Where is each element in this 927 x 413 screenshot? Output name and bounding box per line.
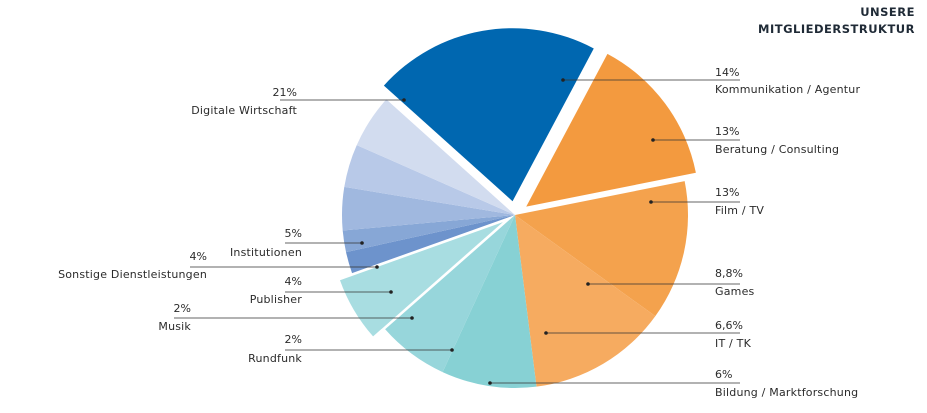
slice-category-label-11: Digitale Wirtschaft (191, 104, 297, 117)
leader-dot-6 (450, 348, 454, 352)
slice-category-label-5: Bildung / Marktforschung (715, 386, 858, 399)
leader-dot-9 (375, 265, 379, 269)
pie-slice-11 (383, 28, 594, 202)
pie-slices (339, 28, 696, 388)
leader-dot-11 (402, 98, 406, 102)
slice-labels: 14% Kommunikation / Agentur 13% Beratung / … (58, 66, 860, 399)
leader-lines (174, 78, 740, 385)
slice-category-label-7: Musik (158, 320, 191, 333)
pie-slice-1 (515, 181, 688, 317)
pie-slice-3 (442, 215, 537, 388)
pie-slice-5 (339, 222, 503, 337)
pie-slice-9 (344, 145, 515, 215)
pie-slice-2 (515, 215, 656, 387)
leader-dot-8 (389, 290, 393, 294)
slice-value-label-4: 6,6% (715, 319, 743, 332)
slice-category-label-1: Beratung / Consulting (715, 143, 839, 156)
leader-dot-7 (410, 316, 414, 320)
pie-slice-4 (385, 215, 515, 373)
slice-value-label-9: 4% (190, 250, 207, 263)
pie-slice-7 (342, 215, 515, 253)
leader-dot-4 (544, 331, 548, 335)
leader-dot-2 (649, 200, 653, 204)
leader-dot-3 (586, 282, 590, 286)
slice-category-label-6: Rundfunk (248, 352, 302, 365)
slice-category-label-10: Institutionen (230, 246, 302, 259)
slice-value-label-10: 5% (285, 227, 302, 240)
slice-value-label-3: 8,8% (715, 267, 743, 280)
slice-category-label-9: Sonstige Dienstleistungen (58, 268, 207, 281)
slice-value-label-2: 13% (715, 186, 739, 199)
leader-dot-10 (360, 241, 364, 245)
slice-category-label-4: IT / TK (715, 337, 752, 350)
slice-category-label-0: Kommunikation / Agentur (715, 83, 860, 96)
slice-value-label-0: 14% (715, 66, 739, 79)
slice-value-label-6: 2% (285, 333, 302, 346)
slice-value-label-8: 4% (285, 275, 302, 288)
leader-dot-0 (561, 78, 565, 82)
chart-title-line-1: UNSERE (860, 5, 915, 19)
pie-slice-0 (526, 53, 696, 207)
leader-dot-1 (651, 138, 655, 142)
leader-dot-5 (488, 381, 492, 385)
chart-title-line-2: MITGLIEDERSTRUKTUR (758, 22, 915, 36)
slice-value-label-7: 2% (174, 302, 191, 315)
slice-value-label-11: 21% (273, 86, 297, 99)
slice-category-label-2: Film / TV (715, 204, 764, 217)
pie-slice-6 (346, 215, 515, 274)
slice-value-label-5: 6% (715, 368, 732, 381)
pie-slice-8 (342, 186, 515, 231)
slice-category-label-8: Publisher (250, 293, 303, 306)
slice-value-label-1: 13% (715, 125, 739, 138)
slice-category-label-3: Games (715, 285, 755, 298)
pie-slice-10 (356, 99, 515, 215)
